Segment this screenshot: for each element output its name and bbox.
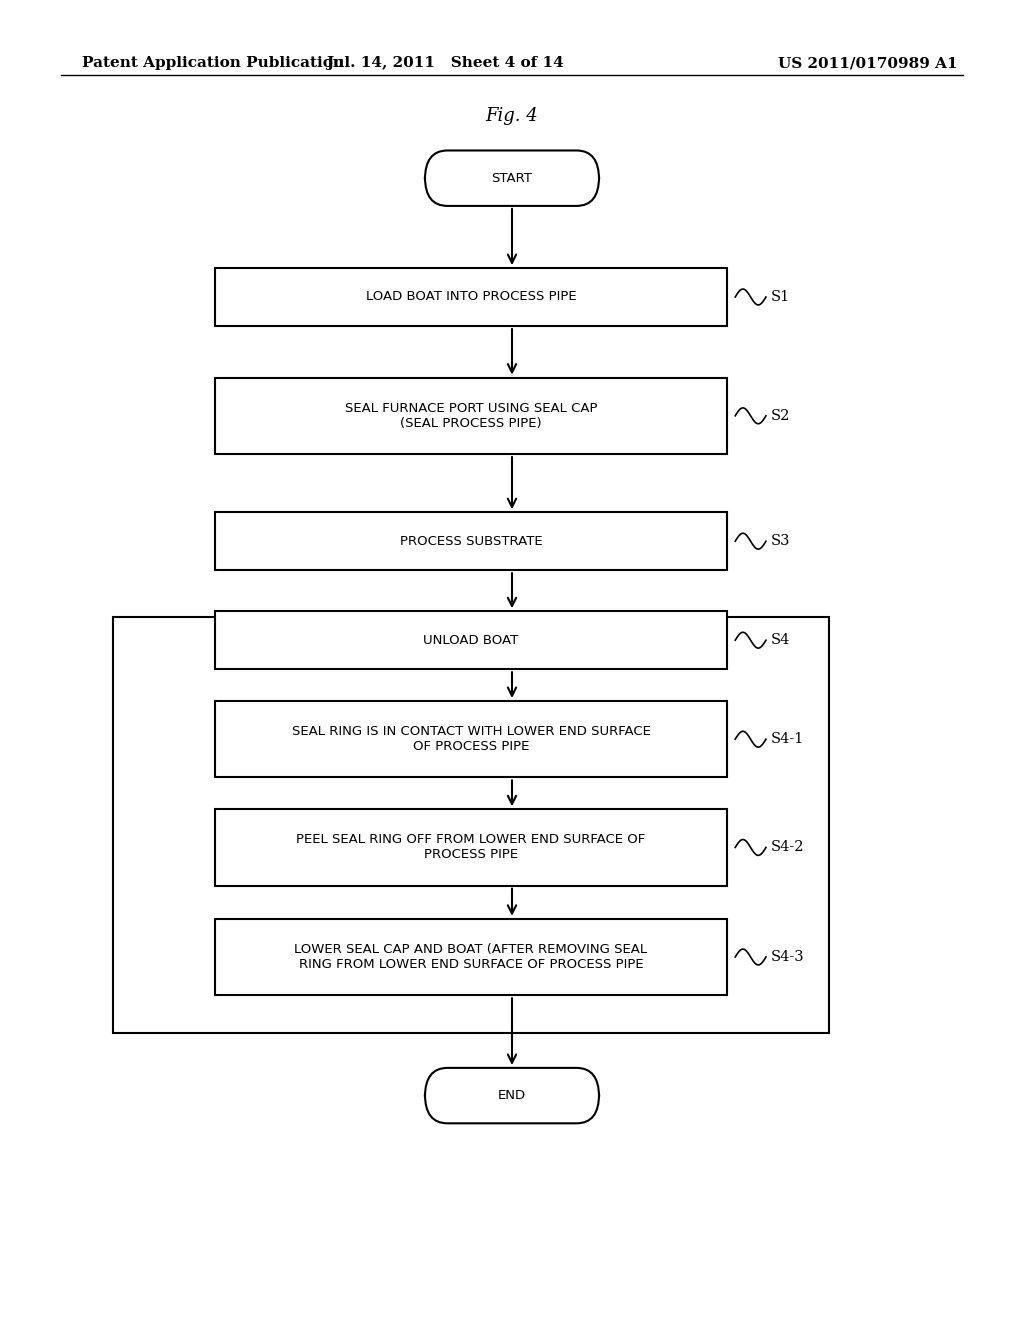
Text: END: END [498,1089,526,1102]
Text: UNLOAD BOAT: UNLOAD BOAT [423,634,519,647]
Bar [215,701,727,777]
Text: S3: S3 [771,535,791,548]
Bar [215,809,727,886]
Text: Fig. 4: Fig. 4 [485,107,539,125]
Text: S4-2: S4-2 [771,841,805,854]
Bar [215,512,727,570]
Bar [215,268,727,326]
Text: S4: S4 [771,634,791,647]
Text: US 2011/0170989 A1: US 2011/0170989 A1 [778,57,957,70]
Text: PEEL SEAL RING OFF FROM LOWER END SURFACE OF
PROCESS PIPE: PEEL SEAL RING OFF FROM LOWER END SURFAC… [296,833,646,862]
FancyBboxPatch shape [425,1068,599,1123]
Text: START: START [492,172,532,185]
Bar [215,378,727,454]
Text: Jul. 14, 2011   Sheet 4 of 14: Jul. 14, 2011 Sheet 4 of 14 [327,57,564,70]
Text: S1: S1 [771,290,791,304]
Bar [215,611,727,669]
Text: S4-1: S4-1 [771,733,805,746]
Text: SEAL FURNACE PORT USING SEAL CAP
(SEAL PROCESS PIPE): SEAL FURNACE PORT USING SEAL CAP (SEAL P… [345,401,597,430]
FancyBboxPatch shape [425,150,599,206]
Text: S4-3: S4-3 [771,950,805,964]
Bar [113,618,829,1032]
Text: SEAL RING IS IN CONTACT WITH LOWER END SURFACE
OF PROCESS PIPE: SEAL RING IS IN CONTACT WITH LOWER END S… [292,725,650,754]
Text: S2: S2 [771,409,791,422]
Bar [215,919,727,995]
Text: LOWER SEAL CAP AND BOAT (AFTER REMOVING SEAL
RING FROM LOWER END SURFACE OF PROC: LOWER SEAL CAP AND BOAT (AFTER REMOVING … [295,942,647,972]
Text: Patent Application Publication: Patent Application Publication [82,57,344,70]
Text: PROCESS SUBSTRATE: PROCESS SUBSTRATE [399,535,543,548]
Text: LOAD BOAT INTO PROCESS PIPE: LOAD BOAT INTO PROCESS PIPE [366,290,577,304]
